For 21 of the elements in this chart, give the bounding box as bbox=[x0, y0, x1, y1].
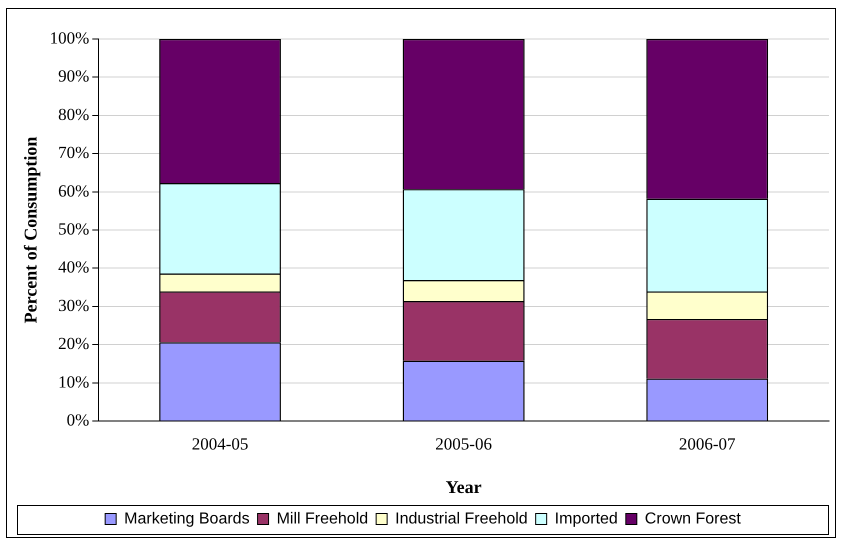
legend-label: Marketing Boards bbox=[124, 510, 250, 528]
x-axis-title: Year bbox=[446, 476, 482, 497]
legend-label: Mill Freehold bbox=[276, 510, 368, 528]
y-tick-label: 70% bbox=[58, 143, 90, 162]
y-tick-label: 20% bbox=[58, 334, 90, 354]
legend-label: Imported bbox=[554, 510, 618, 528]
y-tick-label: 40% bbox=[58, 258, 90, 277]
legend-label: Industrial Freehold bbox=[395, 510, 528, 528]
x-tick-label: 2006-07 bbox=[678, 434, 736, 454]
y-tick-label: 60% bbox=[58, 181, 90, 200]
y-tick-label: 30% bbox=[58, 296, 90, 315]
x-tick-label: 2004-05 bbox=[192, 434, 248, 454]
y-tick-label: 50% bbox=[58, 219, 90, 238]
y-tick-label: 0% bbox=[66, 410, 90, 430]
y-tick-label: 90% bbox=[58, 66, 90, 86]
legend-label: Crown Forest bbox=[644, 510, 742, 528]
x-tick-label: 2005-06 bbox=[435, 434, 492, 454]
y-tick-label: 10% bbox=[58, 372, 90, 392]
y-tick-label: 80% bbox=[58, 104, 90, 124]
y-axis-title: Percent of Consumption bbox=[20, 136, 40, 324]
y-tick-label: 100% bbox=[50, 28, 90, 48]
